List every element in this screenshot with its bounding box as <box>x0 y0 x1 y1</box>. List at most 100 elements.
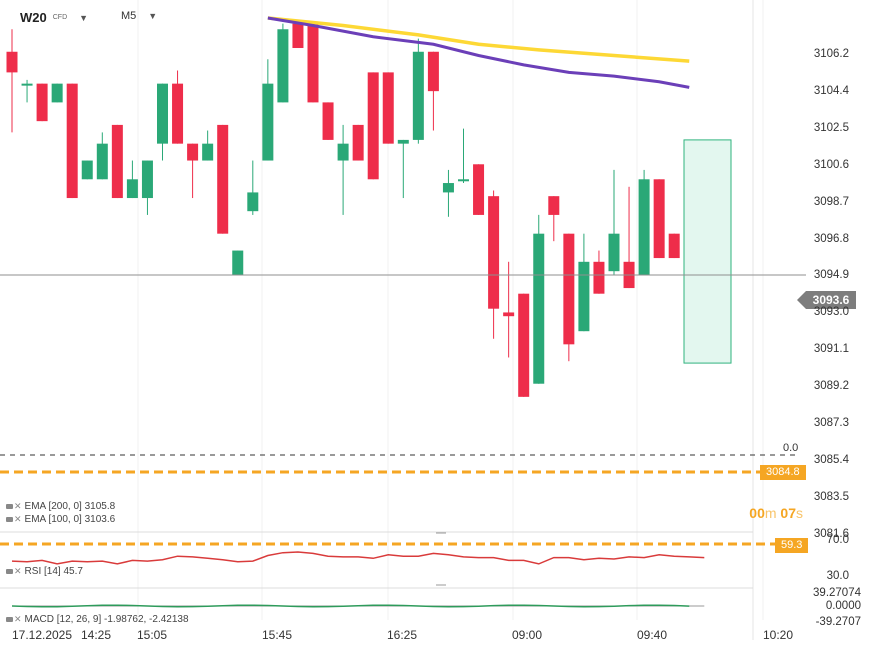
chevron-down-icon: ▼ <box>148 11 158 21</box>
candle-countdown: 00m 07s <box>749 505 803 521</box>
visibility-icon[interactable] <box>6 569 13 574</box>
prediction-box <box>683 139 732 364</box>
close-icon[interactable]: ✕ <box>14 501 22 511</box>
visibility-icon[interactable] <box>6 504 13 509</box>
order-line-label: 0.0 <box>783 442 799 454</box>
candle-body <box>277 29 289 103</box>
candle-body <box>578 261 590 332</box>
macd-legend[interactable]: ✕ MACD [12, 26, 9] -1.98762, -2.42138 <box>6 614 189 625</box>
close-icon[interactable]: ✕ <box>14 614 22 624</box>
candle-body <box>66 83 78 199</box>
candle-body <box>352 124 364 161</box>
time-axis-label: 10:20 <box>762 628 794 642</box>
candle-body <box>187 143 199 161</box>
candle-body <box>548 196 560 215</box>
macd-axis-label: 39.27074 <box>813 587 861 599</box>
candle-body <box>488 196 500 309</box>
ema200-legend[interactable]: ✕ EMA [200, 0] 3105.8 <box>6 501 115 512</box>
ema100-legend-text: EMA [100, 0] 3103.6 <box>24 514 116 525</box>
current-price-tag: 3093.6 <box>797 291 856 309</box>
price-axis-label: 3091.1 <box>813 343 849 356</box>
countdown-s-unit: s <box>796 505 803 521</box>
visibility-icon[interactable] <box>6 517 13 522</box>
price-axis-label: 3081.6 <box>813 527 849 540</box>
time-axis-label: 15:45 <box>261 628 293 642</box>
candle-body <box>51 83 63 103</box>
macd-axis-label: -39.2707 <box>815 616 861 628</box>
price-axis-label: 3104.4 <box>813 84 849 97</box>
candle-body <box>307 23 319 103</box>
price-axis-label: 3087.3 <box>813 417 849 429</box>
timeframe-selector[interactable]: M5 ▼ <box>121 10 157 22</box>
time-axis-label: 17.12.2025 <box>11 628 73 642</box>
rsi-legend-text: RSI [14] 45.7 <box>24 566 83 577</box>
ema100-line <box>267 16 690 89</box>
candle-body <box>21 83 33 86</box>
price-axis-label: 3089.2 <box>813 380 849 393</box>
countdown-minutes: 00 <box>749 505 765 521</box>
candle-body <box>262 83 274 161</box>
macd-axis-label: 0.0000 <box>825 600 861 612</box>
candle-body <box>96 143 108 180</box>
time-axis-label: 14:25 <box>80 628 112 642</box>
candle-body <box>232 250 244 275</box>
cfd-badge: CFD <box>52 14 68 21</box>
visibility-icon[interactable] <box>6 617 13 622</box>
candle-body <box>593 261 605 294</box>
time-axis-label: 16:25 <box>386 628 418 642</box>
ema100-legend[interactable]: ✕ EMA [100, 0] 3103.6 <box>6 514 115 525</box>
candle-body <box>247 192 259 212</box>
candle-body <box>6 51 18 73</box>
candle-body <box>442 183 454 193</box>
close-icon[interactable]: ✕ <box>14 566 22 576</box>
rsi-axis-label: 30.0 <box>826 570 849 582</box>
timeframe-label: M5 <box>121 10 137 22</box>
rsi-legend[interactable]: ✕ RSI [14] 45.7 <box>6 566 83 577</box>
close-icon[interactable]: ✕ <box>14 514 22 524</box>
ema200-line <box>267 16 690 63</box>
price-axis-label: 3096.8 <box>813 232 849 245</box>
candle-body <box>382 72 394 144</box>
order-level-tag[interactable]: 3084.8 <box>760 465 806 480</box>
candle-body <box>533 233 545 384</box>
candle-body <box>141 160 153 199</box>
candle-body <box>217 124 229 234</box>
rsi-line <box>11 551 705 565</box>
price-axis-label: 3102.5 <box>813 121 849 134</box>
candle-body <box>427 51 439 92</box>
candle-body <box>608 233 620 272</box>
chevron-down-icon: ▼ <box>79 12 89 23</box>
ema200-legend-text: EMA [200, 0] 3105.8 <box>24 501 116 512</box>
candle-body <box>473 164 485 215</box>
candle-body <box>563 233 575 345</box>
candle-body <box>638 179 650 275</box>
candle-body <box>518 293 530 397</box>
symbol-label: W20 <box>20 10 47 25</box>
candle-body <box>172 83 184 144</box>
candle-body <box>503 312 515 317</box>
price-axis-label: 3083.5 <box>813 490 849 503</box>
countdown-seconds: 07 <box>780 505 796 521</box>
time-axis-label: 09:40 <box>636 628 668 642</box>
price-axis-label: 3094.9 <box>813 269 849 282</box>
time-axis-label: 09:00 <box>511 628 543 642</box>
candle-body <box>202 143 214 161</box>
candle-body <box>458 179 469 182</box>
price-axis-label: 3100.6 <box>813 158 849 171</box>
candle-body <box>81 160 93 180</box>
countdown-m-unit: m <box>764 505 777 521</box>
candle-body <box>653 179 665 259</box>
candle-body <box>397 139 409 144</box>
candle-body <box>292 23 304 49</box>
candle-body <box>36 83 48 122</box>
candle-body <box>337 143 349 161</box>
macd-legend-text: MACD [12, 26, 9] -1.98762, -2.42138 <box>24 614 189 625</box>
candle-body <box>126 179 138 199</box>
price-axis-label: 3093.0 <box>813 306 849 319</box>
instrument-selector[interactable]: W20 CFD ▼ <box>20 10 88 25</box>
macd-line <box>11 604 690 608</box>
candle-body <box>111 124 123 199</box>
rsi-level-tag[interactable]: 59.3 <box>775 538 809 553</box>
candle-body <box>367 72 379 180</box>
